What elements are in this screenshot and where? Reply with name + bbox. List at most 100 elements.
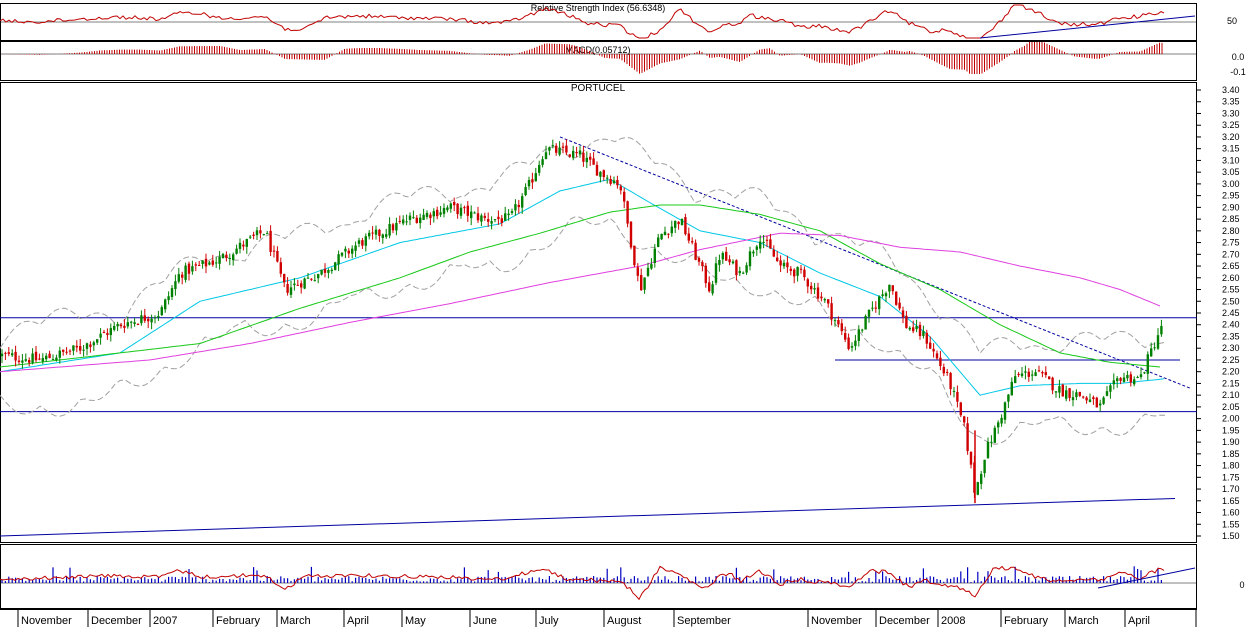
candle-body bbox=[116, 324, 119, 327]
candle-body bbox=[147, 318, 150, 322]
candle-body bbox=[568, 154, 571, 157]
candle-body bbox=[28, 360, 31, 363]
candle-body bbox=[249, 236, 252, 238]
candle-body bbox=[687, 233, 690, 241]
price-tick-label: 2.75 bbox=[1222, 238, 1240, 248]
price-tick-label: 2.35 bbox=[1222, 331, 1240, 341]
candle-body bbox=[62, 349, 65, 352]
candle-body bbox=[1160, 325, 1163, 335]
candle-body bbox=[891, 285, 894, 292]
candle-body bbox=[616, 179, 619, 186]
candle-body bbox=[660, 233, 663, 240]
candle-body bbox=[272, 250, 276, 252]
price-tick-label: 2.80 bbox=[1222, 226, 1240, 236]
candle-body bbox=[925, 332, 928, 344]
macd-label: MACD(0.05712) bbox=[565, 45, 630, 55]
candle-body bbox=[504, 213, 507, 221]
candle-body bbox=[198, 264, 201, 266]
candle-body bbox=[201, 260, 204, 265]
price-tick-label: 1.55 bbox=[1222, 519, 1240, 529]
candle-body bbox=[374, 229, 378, 235]
candle-body bbox=[483, 215, 486, 218]
candle-body bbox=[1085, 397, 1088, 401]
candle-body bbox=[296, 284, 299, 286]
candle-body bbox=[1058, 386, 1061, 393]
candle-body bbox=[300, 283, 303, 288]
candle-body bbox=[354, 245, 357, 251]
candle-body bbox=[663, 231, 667, 236]
candle-body bbox=[371, 232, 374, 234]
candle-body bbox=[55, 357, 58, 361]
candle-body bbox=[1139, 374, 1143, 378]
candle-body bbox=[1105, 391, 1109, 396]
candle-body bbox=[425, 212, 429, 217]
candle-body bbox=[215, 262, 218, 264]
month-label: 2007 bbox=[153, 615, 177, 627]
candle-body bbox=[850, 346, 854, 348]
price-tick-label: 2.45 bbox=[1222, 308, 1240, 318]
month-label: June bbox=[473, 615, 497, 627]
candle-body bbox=[320, 269, 323, 275]
candle-body bbox=[279, 262, 282, 274]
candle-body bbox=[123, 325, 126, 328]
upper-band bbox=[0, 137, 1166, 355]
candle-body bbox=[89, 344, 92, 347]
candle-body bbox=[1034, 372, 1037, 376]
candle-body bbox=[143, 315, 146, 321]
price-tick-label: 1.60 bbox=[1222, 508, 1240, 518]
month-label: April bbox=[1128, 615, 1150, 627]
candle-body bbox=[1116, 378, 1119, 382]
candle-body bbox=[731, 261, 735, 264]
candle-body bbox=[293, 283, 296, 286]
month-label: November bbox=[811, 615, 862, 627]
candle-body bbox=[565, 145, 568, 153]
candle-body bbox=[446, 207, 449, 211]
candle-body bbox=[1156, 335, 1160, 349]
month-label: February bbox=[1004, 615, 1049, 627]
candle-body bbox=[990, 441, 993, 443]
candle-body bbox=[932, 348, 935, 352]
candle-body bbox=[262, 234, 265, 236]
candle-body bbox=[986, 441, 990, 459]
candle-body bbox=[1146, 354, 1149, 374]
candle-body bbox=[218, 256, 221, 264]
candle-body bbox=[442, 207, 446, 214]
price-tick-label: 3.00 bbox=[1222, 179, 1240, 189]
candle-body bbox=[177, 274, 180, 282]
candle-body bbox=[789, 268, 792, 271]
candle-body bbox=[1065, 390, 1068, 399]
candle-body bbox=[704, 265, 707, 284]
candle-body bbox=[330, 269, 333, 272]
candle-body bbox=[1153, 347, 1156, 349]
candle-body bbox=[323, 268, 327, 273]
candle-body bbox=[786, 262, 789, 268]
candle-body bbox=[228, 258, 231, 260]
candle-body bbox=[657, 237, 660, 247]
candle-body bbox=[667, 233, 670, 235]
candle-body bbox=[99, 333, 102, 338]
candle-body bbox=[898, 302, 901, 309]
candle-body bbox=[1082, 396, 1085, 398]
candle-body bbox=[0, 353, 4, 357]
candle-body bbox=[160, 307, 163, 316]
candle-body bbox=[405, 221, 408, 223]
candle-body bbox=[48, 353, 51, 359]
price-tick-label: 1.75 bbox=[1222, 472, 1240, 482]
candle-body bbox=[4, 352, 7, 354]
candle-body bbox=[14, 351, 17, 361]
candle-body bbox=[1136, 376, 1139, 378]
candle-body bbox=[721, 252, 724, 260]
rsi-line bbox=[0, 4, 1165, 39]
candle-body bbox=[232, 254, 235, 261]
candle-body bbox=[1051, 377, 1054, 391]
candle-body bbox=[837, 320, 840, 325]
candle-body bbox=[75, 345, 78, 348]
candle-body bbox=[303, 278, 306, 289]
month-axis: November December 2007 February March April Ma… bbox=[17, 609, 1197, 627]
moving-average-1 bbox=[0, 179, 1165, 396]
candle-body bbox=[674, 220, 677, 228]
candle-body bbox=[1031, 374, 1034, 376]
candle-body bbox=[640, 274, 643, 291]
candle-body bbox=[85, 343, 89, 349]
candle-body bbox=[167, 296, 170, 301]
